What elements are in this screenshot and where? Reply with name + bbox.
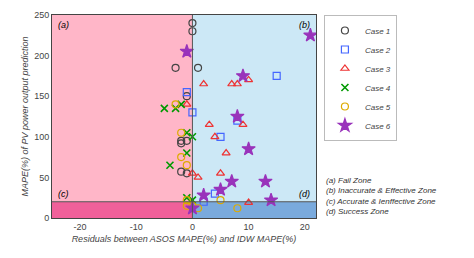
svg-text:Case 3: Case 3 — [365, 65, 391, 74]
svg-text:Case 1: Case 1 — [365, 27, 390, 36]
svg-text:250: 250 — [34, 10, 49, 20]
svg-text:-20: -20 — [74, 222, 87, 232]
svg-text:100: 100 — [34, 132, 49, 142]
svg-text:0: 0 — [44, 213, 49, 223]
svg-text:-10: -10 — [130, 222, 143, 232]
svg-text:Residuals between ASOS MAPE(%): Residuals between ASOS MAPE(%) and IDW M… — [72, 234, 297, 244]
svg-text:(a): (a) — [58, 20, 69, 30]
svg-text:Case 4: Case 4 — [365, 84, 391, 93]
svg-text:(a) Fail Zone(b) Inaccurate &: (a) Fail Zone(b) Inaccurate & Effective … — [326, 176, 437, 216]
svg-text:20: 20 — [300, 222, 310, 232]
svg-text:(d): (d) — [299, 189, 310, 199]
svg-text:200: 200 — [34, 51, 49, 61]
svg-text:Case 6: Case 6 — [365, 122, 391, 131]
svg-text:(b): (b) — [299, 20, 310, 30]
svg-text:150: 150 — [34, 91, 49, 101]
svg-text:Case 5: Case 5 — [365, 103, 391, 112]
svg-text:Case 2: Case 2 — [365, 46, 391, 55]
svg-text:(c): (c) — [58, 189, 69, 199]
svg-text:50: 50 — [39, 173, 49, 183]
svg-text:0: 0 — [190, 222, 195, 232]
svg-text:10: 10 — [244, 222, 254, 232]
svg-text:MAPE(%) of PV power output pre: MAPE(%) of PV power output prediction — [20, 36, 30, 196]
